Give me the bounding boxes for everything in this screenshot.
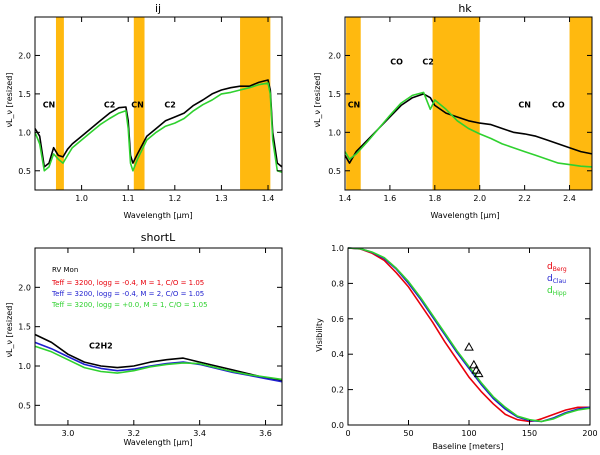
x-tick-label: 3.6 bbox=[259, 429, 272, 438]
series-line-model bbox=[34, 82, 283, 174]
x-tick-label: 3.2 bbox=[127, 429, 140, 438]
x-tick-label: 3.0 bbox=[62, 429, 75, 438]
x-tick-label: 2.4 bbox=[563, 194, 576, 203]
y-axis-label: νL_ν [resized] bbox=[5, 303, 14, 358]
plot-frame bbox=[34, 247, 283, 426]
chart-title: shortL bbox=[141, 231, 176, 244]
x-tick-label: 1.1 bbox=[122, 194, 135, 203]
x-axis-label: Baseline [meters] bbox=[433, 442, 504, 451]
y-tick-label: 0.5 bbox=[328, 167, 341, 176]
panel-ij: ij νL_ν [resized] Wavelength [μm] 1.0 1.1… bbox=[5, 2, 283, 220]
y-axis-label: νL_ν [resized] bbox=[313, 73, 322, 128]
y-tick-label: 1.0 bbox=[18, 362, 31, 371]
y-axis-label: νL_ν [resized] bbox=[5, 73, 14, 128]
y-axis-label: Visibility bbox=[315, 318, 324, 352]
y-tick-label: 1.5 bbox=[18, 90, 31, 99]
y-tick-label: 0.5 bbox=[18, 167, 31, 176]
x-tick-label: 1.4 bbox=[262, 194, 275, 203]
absorption-band bbox=[432, 17, 480, 190]
annotation-label: CN bbox=[348, 101, 361, 110]
series-line-observed bbox=[34, 333, 283, 381]
x-tick-label: 1.2 bbox=[168, 194, 181, 203]
x-axis-label: Wavelength [μm] bbox=[123, 211, 192, 220]
legend-entry-1: dBerg bbox=[547, 262, 567, 273]
absorption-band bbox=[55, 17, 64, 190]
x-tick-label: 1.3 bbox=[215, 194, 228, 203]
x-tick-label: 3.4 bbox=[193, 429, 206, 438]
annotation-label: CN bbox=[131, 101, 144, 110]
data-point bbox=[473, 368, 484, 378]
data-point bbox=[468, 359, 479, 369]
y-tick-label: 2.0 bbox=[328, 51, 341, 60]
x-tick-label: 1.6 bbox=[384, 194, 397, 203]
series-line-model-m-1 bbox=[34, 345, 283, 381]
y-tick-label: 0.2 bbox=[331, 386, 344, 395]
panel-hk: hk νL_ν [resized] Wavelength [μm] 1.4 1.6… bbox=[313, 2, 593, 220]
absorption-band bbox=[346, 17, 361, 190]
y-tick-label: 2.0 bbox=[18, 283, 31, 292]
legend-entry-3: Teff = 3200, logg = +0.0, M = 1, C/O = 1… bbox=[51, 301, 208, 309]
y-tick-label: 1.0 bbox=[331, 244, 344, 253]
data-point bbox=[464, 342, 474, 351]
plot-frame bbox=[34, 16, 283, 191]
y-tick-label: 0.0 bbox=[331, 421, 344, 430]
x-tick-label: 200 bbox=[582, 429, 597, 438]
legend-entry-2: dClau bbox=[547, 274, 566, 285]
plot-frame bbox=[344, 16, 593, 191]
panel-visibility: Visibility Baseline [meters] dBerg dClau… bbox=[315, 244, 598, 451]
plot-frame bbox=[347, 247, 591, 426]
series-line-dhipp bbox=[347, 247, 591, 423]
x-tick-label: 100 bbox=[461, 429, 476, 438]
legend-entry-2: Teff = 3200, logg = -0.4, M = 2, C/O = 1… bbox=[51, 290, 204, 298]
series-line-dclau bbox=[347, 247, 591, 423]
x-tick-label: 50 bbox=[403, 429, 413, 438]
absorption-band bbox=[133, 17, 145, 190]
series-line-observed bbox=[34, 79, 283, 168]
annotation-label: CO bbox=[390, 58, 403, 67]
y-tick-label: 1.0 bbox=[328, 128, 341, 137]
x-tick-label: 1.8 bbox=[428, 194, 441, 203]
annotation-label: C2 bbox=[164, 101, 175, 110]
x-tick-label: 0 bbox=[345, 429, 350, 438]
chart-title: ij bbox=[155, 2, 161, 15]
y-tick-label: 0.6 bbox=[331, 315, 344, 324]
chart-title: hk bbox=[458, 2, 472, 15]
y-tick-label: 1.5 bbox=[328, 90, 341, 99]
y-tick-label: 0.4 bbox=[331, 350, 344, 359]
absorption-band bbox=[569, 17, 592, 190]
series-line-model bbox=[344, 91, 593, 168]
x-axis-label: Wavelength [μm] bbox=[123, 438, 192, 447]
legend-entry-3: dHipp bbox=[547, 286, 567, 297]
y-tick-label: 1.5 bbox=[18, 323, 31, 332]
x-tick-label: 1.0 bbox=[75, 194, 88, 203]
x-tick-label: 2.2 bbox=[518, 194, 531, 203]
annotation-label: CN bbox=[43, 101, 56, 110]
annotation-label: C2 bbox=[104, 101, 115, 110]
absorption-band bbox=[240, 17, 271, 190]
y-tick-label: 0.5 bbox=[18, 401, 31, 410]
panel-shortL: shortL νL_ν [resized] Wavelength [μm] RV… bbox=[5, 231, 283, 447]
y-tick-label: 1.0 bbox=[18, 128, 31, 137]
annotation-label: CO bbox=[552, 101, 565, 110]
x-tick-label: 150 bbox=[522, 429, 537, 438]
legend-title: RV Mon bbox=[52, 266, 78, 274]
y-tick-label: 2.0 bbox=[18, 51, 31, 60]
x-tick-label: 1.4 bbox=[339, 194, 352, 203]
x-axis-label: Wavelength [μm] bbox=[430, 211, 499, 220]
annotation-label: C2 bbox=[422, 58, 433, 67]
series-line-dberg bbox=[347, 247, 590, 423]
x-tick-label: 2.0 bbox=[473, 194, 486, 203]
annotation-label: CN bbox=[518, 101, 531, 110]
legend-entry-1: Teff = 3200, logg = -0.4, M = 1, C/O = 1… bbox=[51, 279, 204, 287]
annotation-label: C2H2 bbox=[89, 342, 113, 351]
y-tick-label: 0.8 bbox=[331, 279, 344, 288]
